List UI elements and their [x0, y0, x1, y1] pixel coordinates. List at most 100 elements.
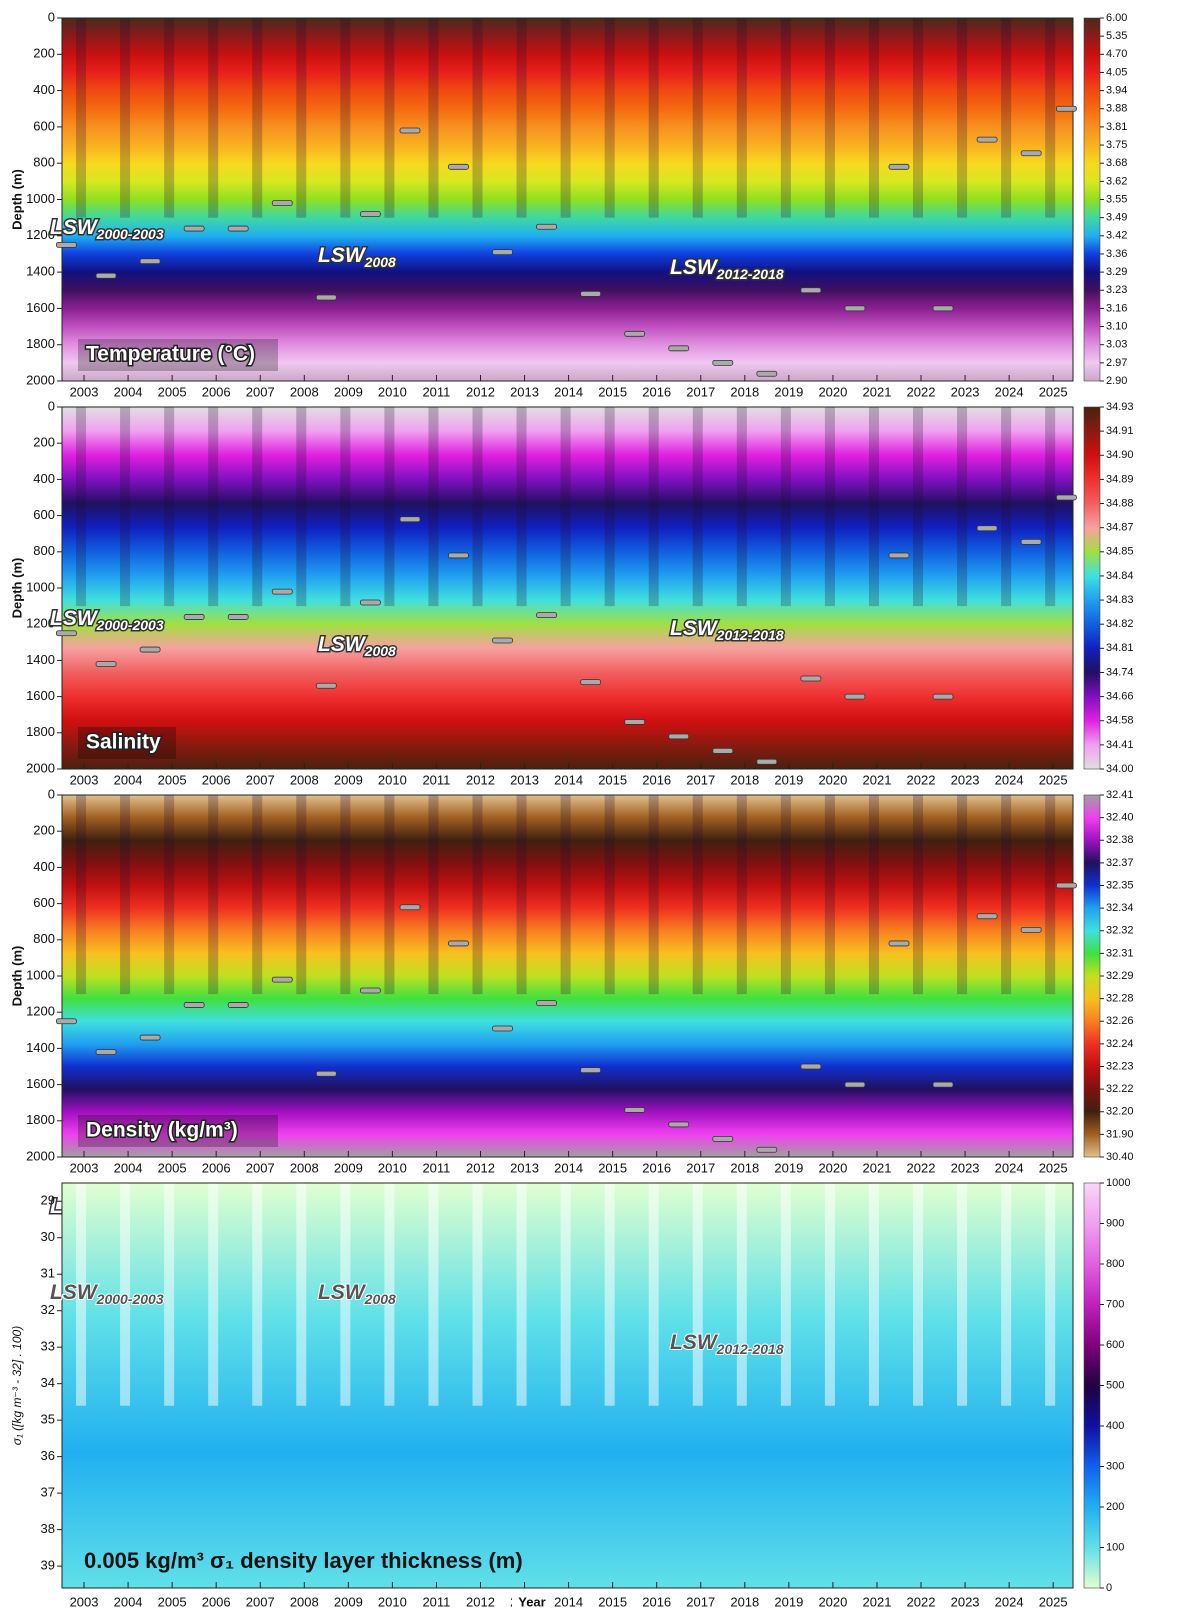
x-tick-label: 2015	[598, 772, 627, 787]
colorbar-tick-label: 34.84	[1106, 570, 1134, 582]
y-tick-label: 400	[33, 859, 55, 874]
season-stripe	[1045, 1183, 1056, 1406]
x-tick-label: 2003	[70, 772, 99, 787]
x-tick-label: 2007	[246, 384, 275, 399]
colorbar-tick-label: 32.22	[1106, 1083, 1134, 1095]
x-tick-label: 2012	[466, 384, 495, 399]
season-stripe	[428, 795, 439, 995]
annotation-text: LSW	[50, 607, 99, 630]
colorbar-tick-label: 32.41	[1106, 789, 1134, 801]
x-tick-label: 2019	[774, 1160, 803, 1175]
instrument-marker	[1020, 150, 1042, 157]
colorbar-tick-label: 3.88	[1106, 103, 1127, 115]
x-tick-label: 2005	[158, 772, 187, 787]
x-tick-label: 2011	[422, 772, 450, 787]
instrument-marker	[888, 940, 910, 947]
y-tick-label: 38	[41, 1521, 55, 1536]
y-tick-label: 1600	[26, 688, 55, 703]
annotation-subscript: 2008	[364, 643, 396, 659]
colorbar-tick-label: 32.32	[1106, 925, 1134, 937]
season-stripe	[692, 795, 703, 995]
instrument-marker	[712, 1136, 734, 1142]
annotation: LSW2008	[318, 244, 396, 270]
season-stripe	[516, 407, 527, 607]
instrument-marker	[1020, 926, 1042, 933]
season-stripe	[384, 407, 395, 607]
x-tick-label: 2003	[70, 1160, 99, 1175]
colorbar-tick-label: 4.05	[1106, 66, 1127, 78]
x-tick-label: 2004	[114, 1160, 143, 1175]
season-stripe	[516, 795, 527, 995]
y-tick-label: 34	[41, 1375, 55, 1390]
x-tick-label: 2006	[202, 1160, 231, 1175]
panel-title-bg	[78, 727, 176, 759]
instrument-marker	[1055, 105, 1077, 112]
season-stripe	[868, 18, 879, 218]
instrument-marker	[359, 211, 381, 217]
colorbar-tick-label: 3.62	[1106, 175, 1127, 187]
x-tick-label: 2005	[158, 1160, 187, 1175]
season-stripe	[252, 795, 263, 995]
colorbar	[1083, 1182, 1101, 1589]
instrument-marker	[95, 272, 117, 279]
x-tick-label: 2004	[114, 1594, 143, 1609]
x-tick-label: 2020	[818, 1160, 847, 1175]
instrument-marker	[580, 679, 602, 686]
x-tick-label: 2005	[158, 1594, 187, 1609]
annotation-subscript: 2000-2003	[96, 1291, 164, 1307]
colorbar-tick-label: 2.97	[1106, 357, 1127, 369]
x-tick-label: 2010	[378, 1160, 407, 1175]
y-tick-label: 600	[33, 895, 55, 910]
y-tick-label: 0	[48, 9, 55, 24]
annotation-text: LSW	[670, 617, 719, 640]
y-tick-label: 800	[33, 543, 55, 558]
season-stripe	[824, 18, 835, 218]
season-stripe	[736, 795, 747, 995]
y-tick-label: 30	[41, 1229, 55, 1244]
x-tick-label: 2019	[774, 1594, 803, 1609]
season-stripe	[296, 1183, 307, 1406]
annotation-text: LSW	[318, 244, 367, 267]
x-tick-label: 2006	[202, 772, 231, 787]
colorbar-tick-label: 32.31	[1106, 947, 1134, 959]
annotation-subscript: 2008	[364, 254, 396, 270]
y-axis-label: Depth (m)	[9, 946, 24, 1007]
season-stripe	[692, 18, 703, 218]
colorbar-tick-label: 34.90	[1106, 449, 1134, 461]
instrument-marker	[271, 200, 293, 207]
colorbar-tick-label: 3.36	[1106, 248, 1127, 260]
annotation-text: LSW	[318, 633, 367, 656]
instrument-marker	[668, 733, 690, 740]
y-tick-label: 2000	[26, 1148, 55, 1163]
y-tick-label: 33	[41, 1339, 55, 1354]
instrument-marker	[1055, 882, 1077, 889]
x-tick-label: 2025	[1039, 1594, 1068, 1609]
season-stripe	[736, 18, 747, 218]
season-stripe	[516, 18, 527, 218]
instrument-marker	[359, 987, 381, 994]
instrument-marker	[492, 249, 513, 256]
season-stripe	[428, 18, 439, 218]
panel-title: Salinity	[86, 731, 161, 754]
plot-frame	[61, 1182, 1074, 1589]
colorbar-tick-label: 1000	[1106, 1177, 1130, 1189]
x-tick-label: 2025	[1039, 1160, 1068, 1175]
season-stripe	[780, 407, 791, 607]
x-tick-label: 2019	[774, 772, 803, 787]
x-tick-label: 2018	[730, 1594, 759, 1609]
colorbar-tick-label: 3.16	[1106, 302, 1127, 314]
x-tick-label: 2014	[554, 772, 583, 787]
colorbar-tick-label: 300	[1106, 1460, 1124, 1472]
x-tick-label: 2013	[510, 772, 539, 787]
colorbar-tick-label: 3.10	[1106, 320, 1127, 332]
colorbar-tick-label: 3.94	[1106, 85, 1127, 97]
season-stripe	[604, 18, 615, 218]
panel-title: Temperature (°C)	[86, 343, 255, 366]
instrument-marker	[536, 223, 557, 230]
y-tick-label: 1000	[26, 579, 55, 594]
annotation-subscript: 2012-2018	[716, 627, 784, 643]
season-stripe	[472, 407, 483, 607]
instrument-marker	[844, 305, 866, 312]
y-tick-label: 1000	[26, 967, 55, 982]
colorbar-tick-label: 3.23	[1106, 284, 1127, 296]
